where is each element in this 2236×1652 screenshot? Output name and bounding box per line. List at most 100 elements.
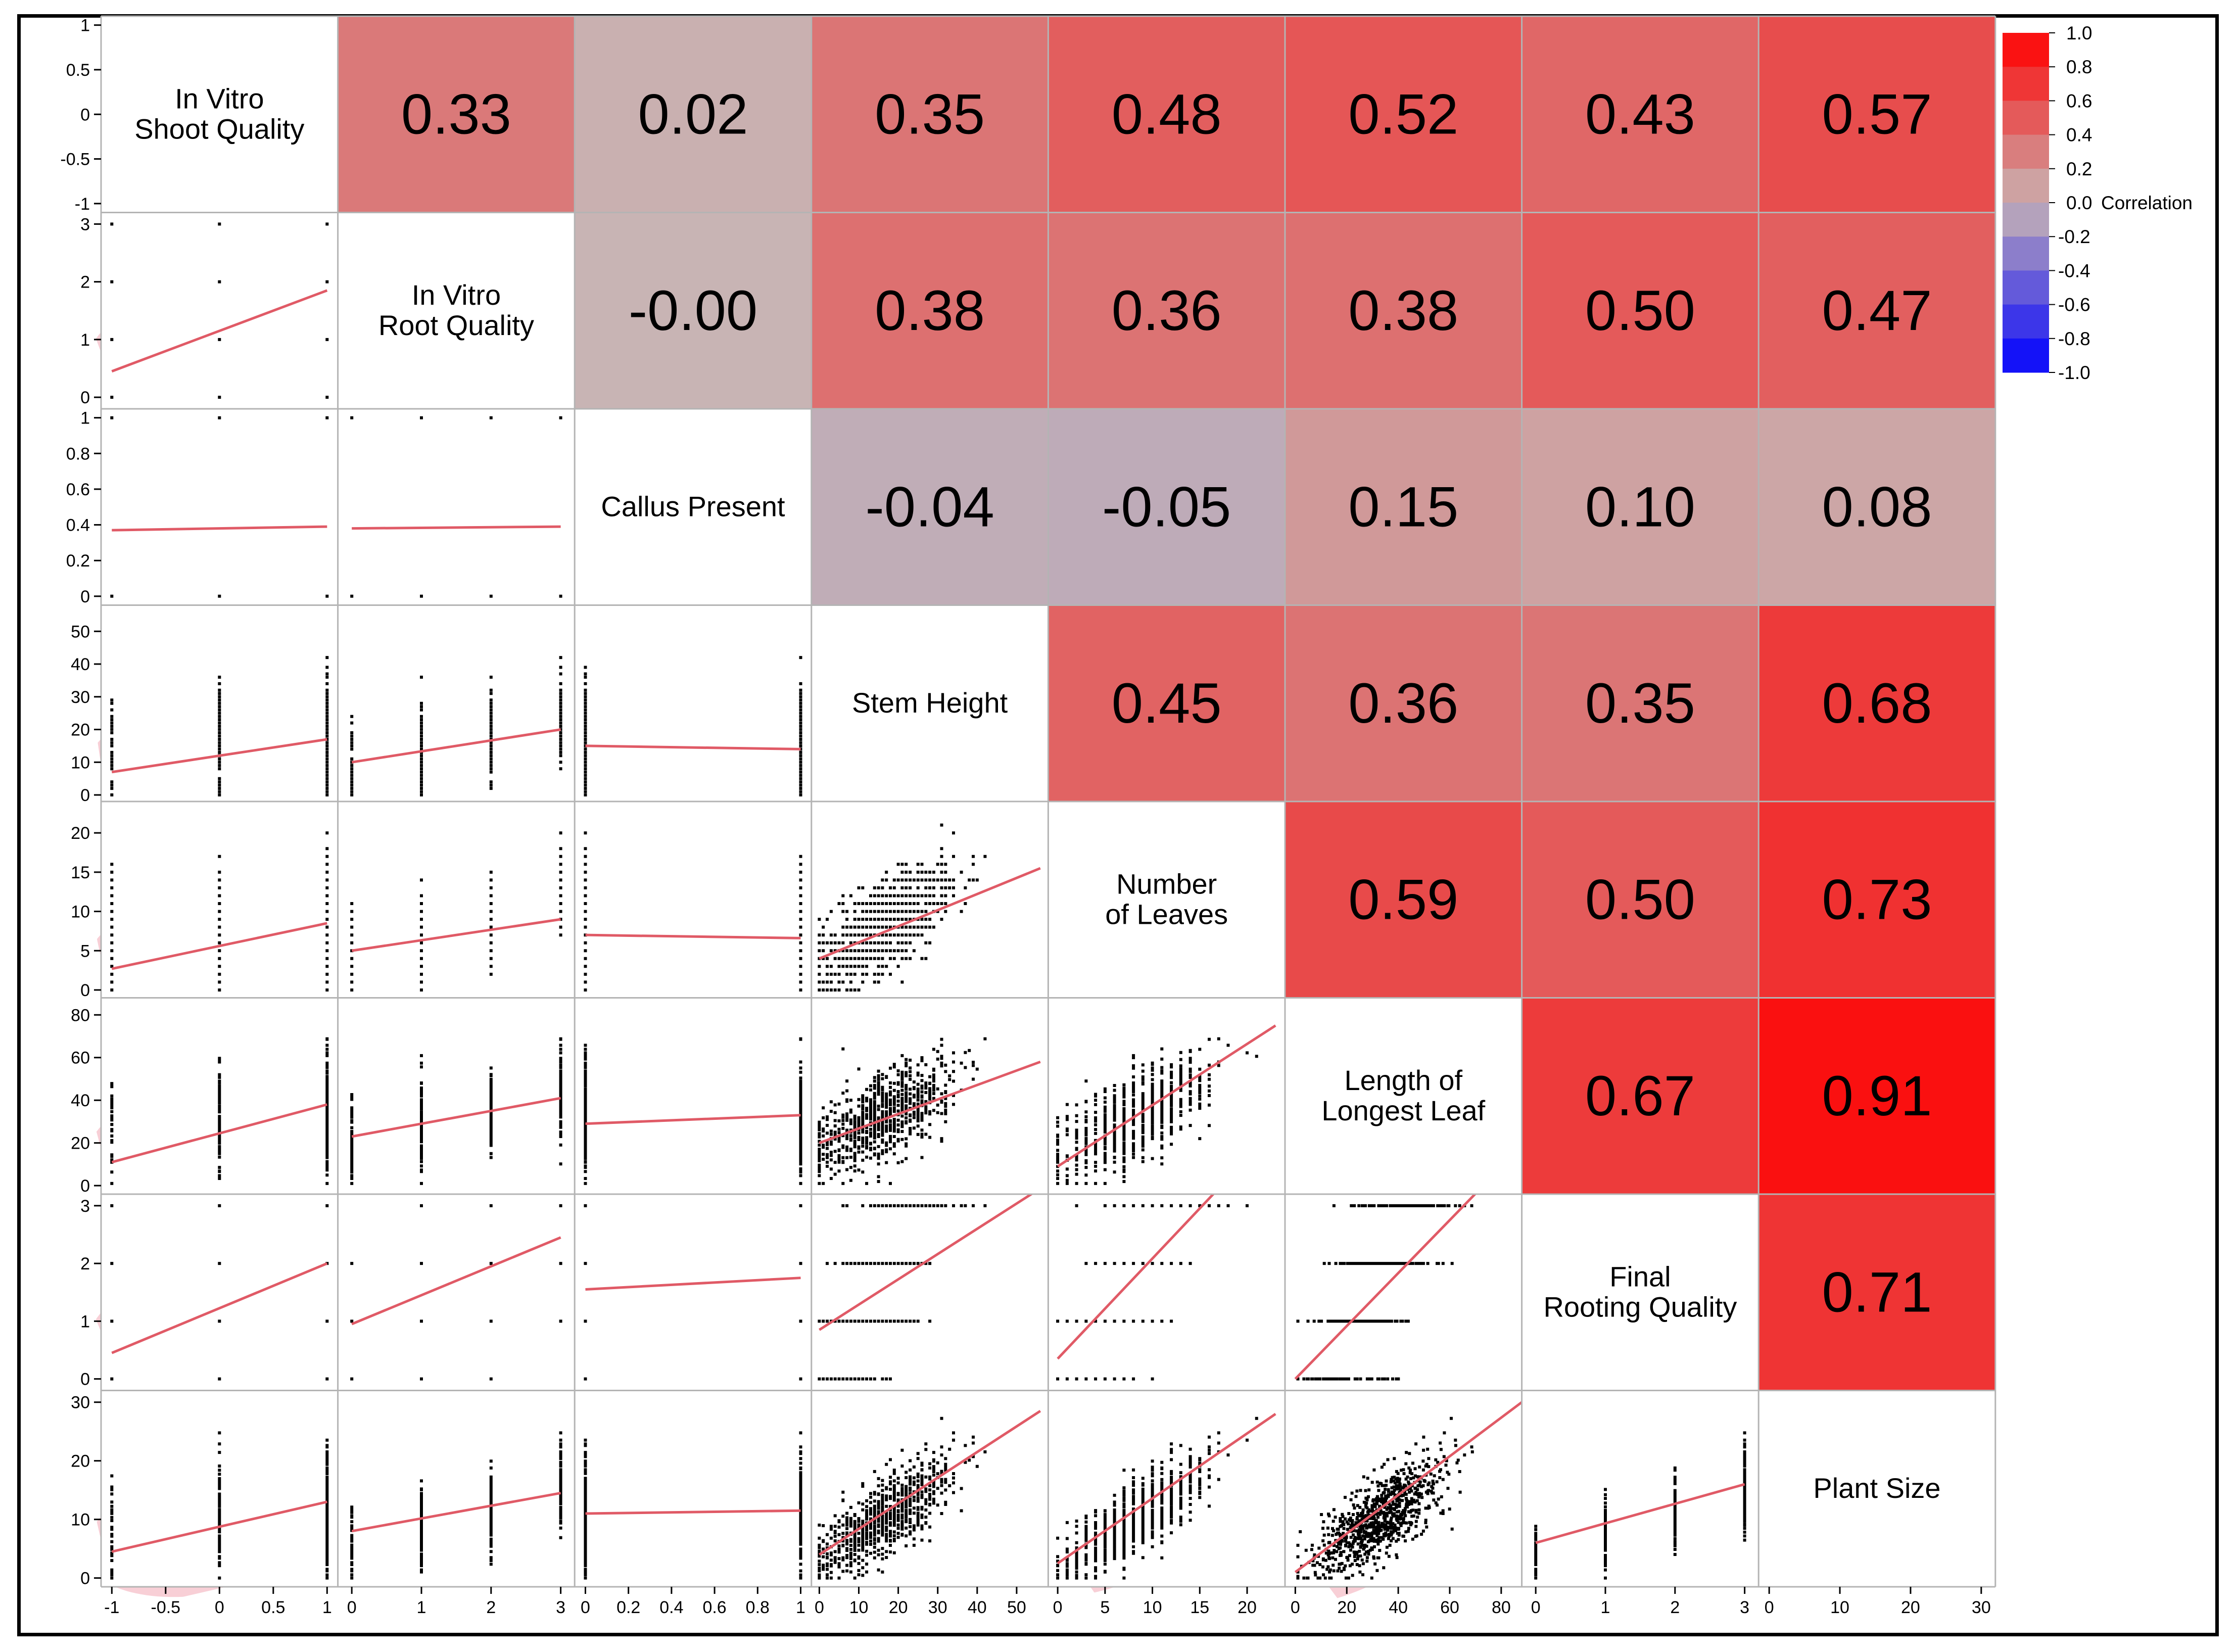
scatter-cell-6-4 [1048,1194,1285,1391]
variable-title-0-0: In Vitro [175,82,264,114]
corr-cell-1-7 [1758,212,1995,409]
legend-tick-label-1: 0.8 [2066,57,2092,77]
x-tick-label-7-1: 10 [1830,1598,1849,1617]
x-tick-label-0-2: 0 [215,1598,224,1617]
corr-value-1-7: 0.47 [1822,279,1932,342]
fit-line-6-0 [111,1262,328,1354]
variable-title-4-0: Number [1116,868,1217,900]
legend-swatch-7 [2003,270,2049,305]
corr-cell-3-7 [1758,605,1995,801]
corr-value-2-5: 0.15 [1348,475,1458,538]
x-tick-label-1-1: 1 [417,1598,426,1617]
y-tick-label-7-0: 0 [80,1569,90,1588]
y-tick-label-5-0: 0 [80,1176,90,1196]
corr-cell-4-7 [1758,801,1995,998]
corr-value-1-6: 0.50 [1585,279,1695,342]
y-tick-label-0-1: -0.5 [60,150,90,169]
x-tick-label-1-0: 0 [347,1598,357,1617]
corr-cell-5-7 [1758,998,1995,1194]
legend-tick-label-6: -0.2 [2058,226,2090,247]
scatter-cell-5-1 [338,998,575,1194]
fit-line-4-3 [819,867,1041,960]
x-tick-label-0-4: 1 [322,1598,332,1617]
points-layer [110,222,1746,1580]
variable-title-3-0: Stem Height [852,687,1008,719]
corr-value-2-4: -0.05 [1102,475,1231,538]
axis-layer: -1-0.500.51012300.20.40.60.8101020304050… [60,16,1990,1617]
y-tick-label-6-2: 2 [80,1254,90,1273]
scatter-cell-4-3 [811,801,1049,998]
corr-cell-2-3 [811,409,1049,605]
variable-title-1-1: Root Quality [378,309,534,341]
diag-cell-0 [101,16,338,213]
scatter-points-4-3 [818,823,987,992]
y-tick-label-5-2: 40 [71,1091,90,1110]
corr-value-1-4: 0.36 [1112,279,1222,342]
x-tick-label-7-3: 30 [1972,1598,1991,1617]
fit-line-4-2 [585,933,801,939]
corr-value-0-3: 0.35 [875,82,985,146]
scatter-cell-4-1 [338,801,575,998]
y-tick-label-2-1: 0.2 [66,551,90,571]
corr-cell-0-3 [811,16,1049,213]
y-tick-label-1-1: 1 [80,331,90,350]
scatter-points-5-4 [1056,1037,1258,1185]
legend-tick-label-5: 0.0 [2066,193,2092,213]
variable-title-0-1: Shoot Quality [134,113,304,145]
diag-cell-2 [575,409,812,605]
variable-title-5-1: Longest Leaf [1321,1095,1485,1126]
fit-line-7-0 [111,1500,327,1553]
x-tick-label-5-1: 20 [1337,1598,1356,1617]
legend-tick-label-9: -0.8 [2058,328,2090,349]
corr-cell-0-2 [575,16,812,213]
corr-value-0-7: 0.57 [1822,82,1932,146]
scatter-cell-2-1 [338,409,575,605]
scatter-cell-6-1 [338,1194,575,1391]
legend-swatch-1 [2003,67,2049,101]
fit-line-layer [111,289,1745,1574]
y-tick-label-2-4: 0.8 [66,444,90,463]
fit-line-7-1 [351,1491,561,1533]
legend-swatch-3 [2003,134,2049,169]
corr-value-0-5: 0.52 [1348,82,1458,146]
corr-cell-2-7 [1758,409,1995,605]
y-tick-label-2-0: 0 [80,587,90,606]
corr-value-5-7: 0.91 [1822,1064,1932,1127]
x-tick-label-1-3: 3 [556,1598,565,1617]
scatter-cell-6-2 [575,1194,812,1391]
fit-line-5-2 [585,1114,801,1125]
scatter-points-4-0 [110,831,329,992]
corr-value-3-7: 0.68 [1822,672,1932,735]
scatter-points-7-3 [818,1417,987,1580]
x-tick-label-6-3: 3 [1740,1598,1749,1617]
scatter-points-5-0 [110,1037,329,1185]
legend-swatch-8 [2003,304,2049,339]
x-tick-label-1-2: 2 [486,1598,496,1617]
scatter-cell-7-6 [1521,1390,1759,1587]
y-tick-label-3-2: 20 [71,721,90,740]
x-tick-label-2-3: 0.6 [702,1598,726,1617]
corr-cell-1-4 [1048,212,1285,409]
scatter-points-5-3 [818,1037,987,1185]
legend-tick-label-2: 0.6 [2066,90,2092,111]
corr-value-3-4: 0.45 [1112,672,1222,735]
y-tick-label-4-0: 0 [80,981,90,1000]
corr-cell-2-5 [1285,409,1522,605]
x-tick-label-4-1: 5 [1100,1598,1110,1617]
scatter-cell-6-5 [1285,1194,1522,1391]
y-tick-label-4-1: 5 [80,941,90,961]
scatter-points-7-4 [1056,1417,1258,1580]
y-tick-label-7-1: 10 [71,1511,90,1530]
legend-tick-label-8: -0.6 [2058,295,2090,315]
y-tick-label-2-2: 0.4 [66,516,90,535]
variable-title-6-1: Rooting Quality [1543,1291,1737,1323]
x-tick-label-4-0: 0 [1053,1598,1063,1617]
fit-line-4-0 [111,922,327,970]
corr-cell-2-4 [1048,409,1285,605]
x-tick-label-2-4: 0.8 [746,1598,770,1617]
fit-line-5-3 [819,1060,1041,1144]
y-tick-label-6-1: 1 [80,1312,90,1331]
fit-line-3-1 [351,728,561,764]
